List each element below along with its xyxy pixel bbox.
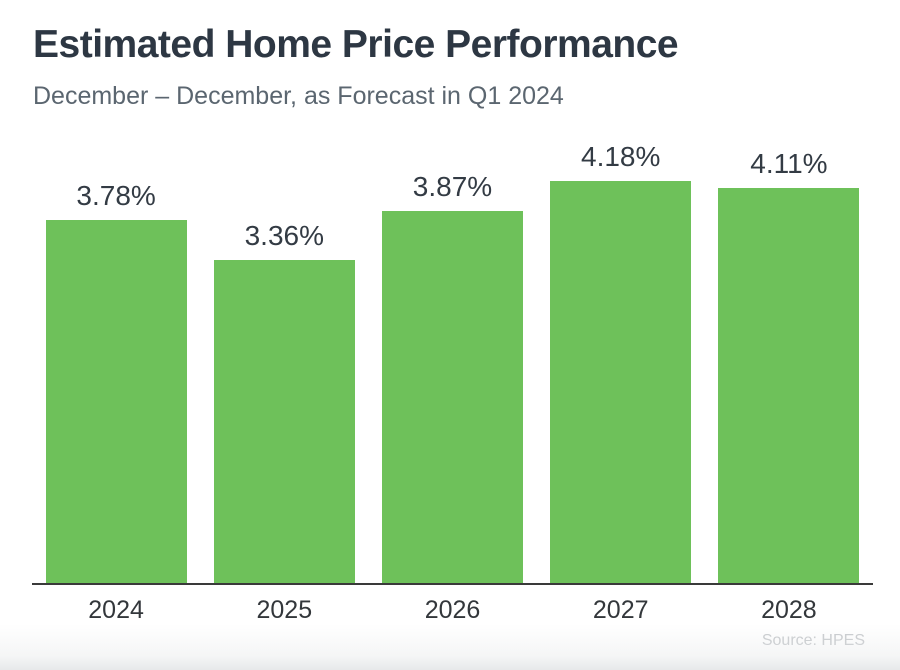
bar-group: 3.87% bbox=[368, 171, 536, 583]
bar-group: 3.78% bbox=[32, 180, 200, 583]
bar bbox=[550, 181, 692, 583]
x-tick-label: 2024 bbox=[88, 596, 144, 624]
bars-area: 3.78% 3.36% 3.87% 4.18% 4.11% bbox=[32, 141, 873, 583]
x-axis-labels: 2024 2025 2026 2027 2028 bbox=[32, 585, 873, 625]
bar bbox=[45, 220, 187, 583]
bar bbox=[382, 211, 523, 583]
bar bbox=[718, 188, 860, 583]
bar-group: 4.11% bbox=[705, 148, 873, 583]
x-axis-line bbox=[32, 583, 873, 585]
bar-chart: 3.78% 3.36% 3.87% 4.18% 4.11% 2024 2025 2026 20… bbox=[32, 141, 873, 625]
x-tick-label: 2027 bbox=[592, 596, 649, 624]
x-tick-label: 2026 bbox=[424, 596, 481, 624]
chart-subtitle: December – December, as Forecast in Q1 2… bbox=[33, 82, 564, 110]
source-caption: Source: HPES bbox=[761, 632, 865, 649]
bar-group: 4.18% bbox=[537, 141, 705, 583]
bar-value-label: 3.36% bbox=[244, 219, 324, 251]
bar-value-label: 3.78% bbox=[76, 179, 156, 211]
x-tick-label: 2028 bbox=[761, 596, 817, 624]
bar-value-label: 4.18% bbox=[581, 140, 661, 172]
x-tick-label: 2025 bbox=[256, 596, 313, 624]
bar-group: 3.36% bbox=[200, 220, 368, 583]
chart-title: Estimated Home Price Performance bbox=[33, 23, 679, 66]
bar bbox=[213, 260, 355, 583]
bar-value-label: 4.11% bbox=[750, 147, 828, 179]
bar-value-label: 3.87% bbox=[412, 170, 493, 202]
